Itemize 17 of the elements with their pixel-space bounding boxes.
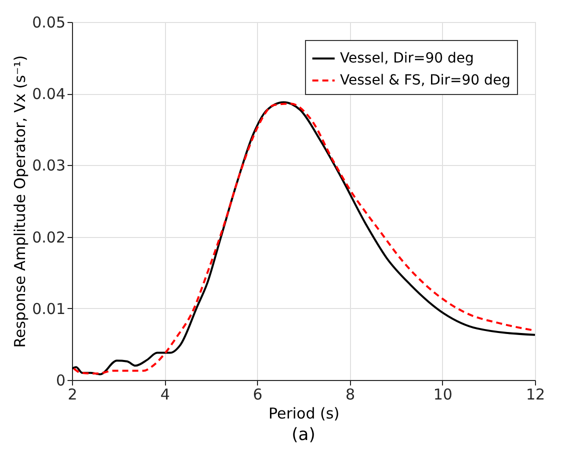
y-tick-label: 0.01	[32, 300, 66, 318]
x-tick-label: 8	[346, 386, 356, 404]
text: (a)	[292, 425, 316, 445]
x-tick-label: 10	[433, 386, 452, 404]
legend-label: Vessel, Dir=90 deg	[340, 50, 474, 66]
y-tick-label: 0.05	[32, 14, 66, 32]
x-axis-title: Period (s)	[268, 404, 340, 422]
y-tick-label: 0.02	[32, 228, 66, 246]
y-tick-label: 0.04	[32, 85, 66, 104]
y-axis-title: Response Amplitude Operator, Vx (s⁻¹)	[11, 55, 30, 348]
x-tick-label: 12	[526, 386, 546, 404]
x-tick-label: 4	[160, 386, 170, 404]
y-tick-label: 0	[56, 372, 66, 390]
x-tick-label: 2	[68, 386, 78, 404]
legend-label: Vessel & FS, Dir=90 deg	[340, 72, 510, 88]
x-tick-label: 6	[252, 386, 262, 404]
y-tick-label: 0.03	[32, 156, 66, 175]
